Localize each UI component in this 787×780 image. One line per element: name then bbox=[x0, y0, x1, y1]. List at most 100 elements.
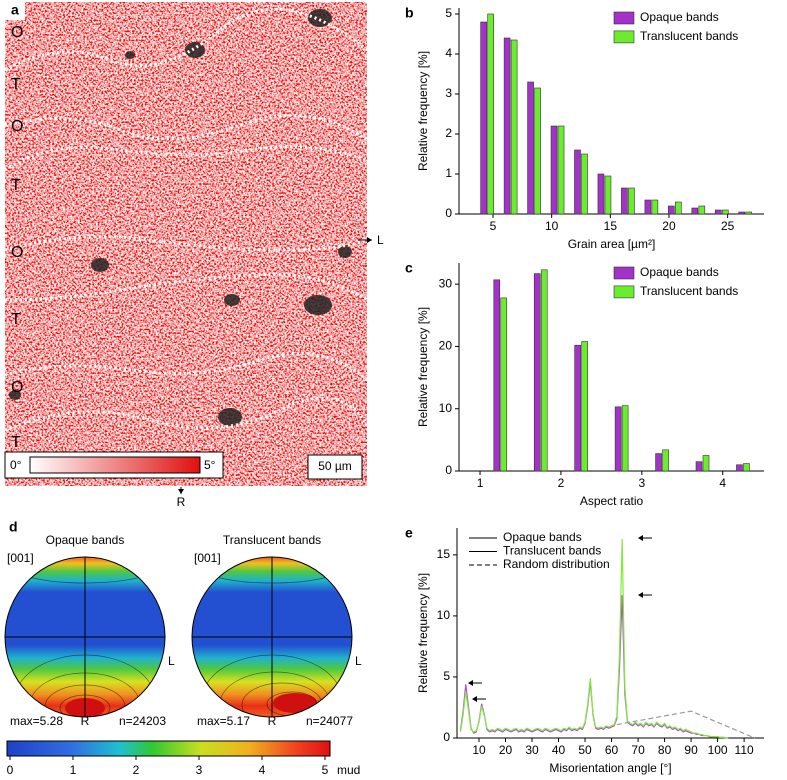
legend-entry: Translucent bands bbox=[640, 29, 738, 43]
bar bbox=[644, 199, 652, 215]
x-tick-label: 10 bbox=[545, 219, 559, 233]
y-axis-title: Relative frequency [%] bbox=[416, 51, 430, 171]
y-tick-label: 5 bbox=[445, 6, 452, 20]
label-bg bbox=[5, 2, 25, 20]
bar bbox=[581, 341, 588, 472]
bar bbox=[557, 125, 565, 215]
density-colorbar bbox=[6, 740, 331, 757]
legend-entry: Opaque bands bbox=[503, 530, 582, 544]
x-tick-label: 10 bbox=[472, 743, 486, 757]
y-tick-label: 0 bbox=[443, 730, 450, 744]
colorbar-tick-label: 5 bbox=[322, 763, 329, 777]
panel-label: e bbox=[405, 525, 413, 541]
bar bbox=[655, 453, 662, 472]
x-tick-label: 1 bbox=[477, 476, 484, 490]
x-tick-label: 15 bbox=[604, 219, 618, 233]
legend-swatch bbox=[613, 11, 635, 25]
x-tick-label: 20 bbox=[499, 743, 513, 757]
band-label: O bbox=[11, 379, 23, 396]
colorbar-tick-label: 4 bbox=[259, 763, 266, 777]
bar bbox=[550, 125, 558, 215]
panel-label: d bbox=[9, 519, 18, 535]
bar bbox=[628, 187, 635, 215]
colorbar-tick-label: 1 bbox=[70, 763, 77, 777]
y-tick-label: 20 bbox=[439, 339, 453, 353]
y-tick-label: 0 bbox=[445, 206, 452, 220]
x-tick-label: 110 bbox=[735, 743, 754, 757]
y-tick-label: 3 bbox=[445, 86, 452, 100]
x-tick-label: 70 bbox=[631, 743, 645, 757]
x-tick-label: 4 bbox=[719, 476, 726, 490]
colorbar-min: 0° bbox=[10, 458, 22, 472]
bar bbox=[675, 201, 682, 215]
bar bbox=[738, 211, 746, 215]
bar bbox=[721, 209, 729, 215]
bar bbox=[534, 87, 541, 215]
y-axis-title: Relative frequency [%] bbox=[416, 307, 430, 427]
colorbar-tick-label: 2 bbox=[133, 763, 140, 777]
pole-figure-title: Translucent bands bbox=[223, 533, 321, 547]
bar bbox=[698, 205, 706, 215]
x-tick-label: 100 bbox=[708, 743, 728, 757]
direction-label: L bbox=[377, 233, 384, 247]
x-tick-label: 30 bbox=[525, 743, 539, 757]
colorbar-tick-label: 0 bbox=[7, 763, 14, 777]
panel-label: b bbox=[405, 5, 414, 21]
pole-figure-direction: L bbox=[168, 654, 175, 668]
misorientation-colorbar bbox=[29, 456, 201, 474]
legend-swatch bbox=[613, 30, 635, 44]
direction-label: R bbox=[177, 495, 186, 509]
bar bbox=[695, 461, 703, 472]
bar bbox=[503, 37, 511, 215]
y-tick-label: 1 bbox=[445, 166, 452, 180]
pole-figure-direction: L bbox=[355, 654, 362, 668]
x-tick-label: 80 bbox=[658, 743, 672, 757]
pole-figure-n: n=24203 bbox=[119, 714, 166, 728]
bar bbox=[604, 175, 612, 215]
line-series bbox=[459, 538, 729, 739]
bar bbox=[621, 187, 628, 215]
micrograph-panel: a O T O T O T O T 0° 5° 50 µm L R bbox=[4, 2, 384, 509]
pole-figure-direction: R bbox=[268, 714, 277, 728]
panel-label: a bbox=[11, 2, 19, 18]
band-label: O bbox=[11, 118, 23, 135]
band-label: T bbox=[11, 311, 21, 328]
scale-bar-label: 50 µm bbox=[318, 459, 352, 473]
colorbar-unit: mud bbox=[337, 763, 360, 777]
bar bbox=[574, 149, 581, 215]
y-tick-label: 4 bbox=[445, 46, 452, 60]
bar bbox=[621, 405, 629, 472]
legend-entry: Translucent bands bbox=[503, 544, 601, 558]
bar bbox=[510, 39, 518, 215]
arrow-head bbox=[178, 489, 184, 494]
bar bbox=[540, 269, 548, 472]
scale-bar-box bbox=[307, 454, 363, 480]
x-tick-label: 2 bbox=[558, 476, 565, 490]
pole-figure-n: n=24077 bbox=[306, 714, 353, 728]
colorbar-tick-label: 3 bbox=[196, 763, 203, 777]
dark-patches bbox=[9, 9, 352, 426]
band-label: O bbox=[11, 244, 23, 261]
bar bbox=[500, 297, 508, 472]
bar bbox=[487, 13, 494, 215]
band-label: T bbox=[11, 177, 21, 194]
y-tick-label: 10 bbox=[439, 401, 453, 415]
x-axis-title: Misorientation angle [°] bbox=[549, 761, 671, 775]
micrograph bbox=[5, 2, 367, 486]
legend-entry: Random distribution bbox=[503, 557, 610, 571]
x-tick-label: 90 bbox=[684, 743, 698, 757]
bar bbox=[702, 455, 710, 472]
pole-figure-axis: [001] bbox=[7, 551, 34, 565]
bar bbox=[533, 273, 541, 472]
pole-figure-max: max=5.28 bbox=[10, 714, 63, 728]
bar bbox=[480, 21, 487, 215]
y-tick-label: 5 bbox=[443, 669, 450, 683]
x-tick-label: 5 bbox=[490, 219, 497, 233]
y-tick-label: 15 bbox=[437, 547, 451, 561]
x-tick-label: 60 bbox=[605, 743, 619, 757]
line-series bbox=[459, 595, 729, 739]
pole-figure-max: max=5.17 bbox=[197, 714, 250, 728]
pole-figure-direction: R bbox=[81, 714, 90, 728]
